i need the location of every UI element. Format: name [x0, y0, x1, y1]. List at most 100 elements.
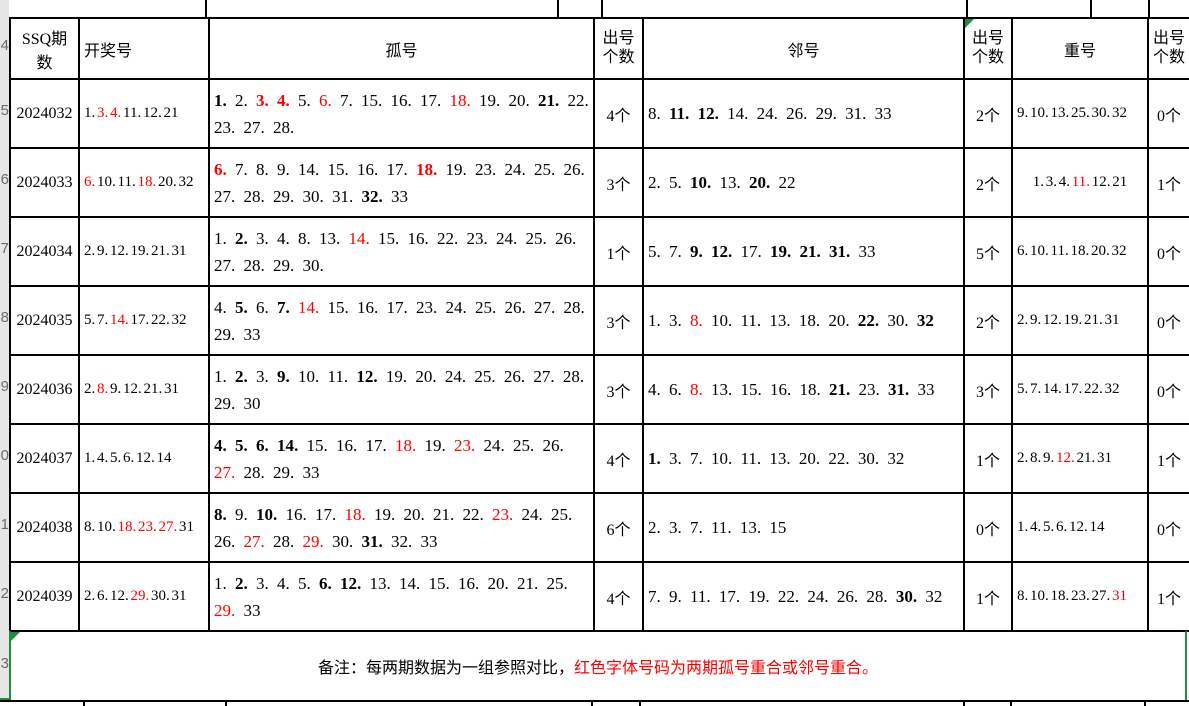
- cell-chonghao[interactable]: 1. 3. 4. 11. 12. 21: [1011, 147, 1149, 218]
- cell-linhao[interactable]: 4. 6. 8. 13. 15. 16. 18. 21. 23. 31. 33: [642, 354, 965, 425]
- header-guhao[interactable]: 孤号: [208, 17, 595, 80]
- header-chuhao-count-2[interactable]: 出号个数: [963, 17, 1013, 80]
- row-header[interactable]: 0: [0, 447, 9, 464]
- comment-marker-triangle: [966, 20, 974, 28]
- cell-draw-numbers[interactable]: 2. 8. 9. 12. 21. 31: [78, 354, 210, 425]
- cell-guhao[interactable]: 8. 9. 10. 16. 17. 18. 19. 20. 21. 22. 23…: [208, 492, 595, 563]
- row-header-gutter: 4 5 6 7 8 9 0 1 2 3: [0, 0, 9, 706]
- cell-linhao[interactable]: 2. 3. 7. 11. 13. 15: [642, 492, 965, 563]
- cell-chonghao[interactable]: 5. 7. 14. 17. 22. 32: [1011, 354, 1149, 425]
- grid-line: [1010, 702, 1012, 706]
- cell-linhao-count[interactable]: 5个: [963, 216, 1013, 287]
- cell-period[interactable]: 2024032: [9, 78, 80, 149]
- cell-chonghao-count[interactable]: 0个: [1147, 78, 1189, 149]
- cell-draw-numbers[interactable]: 8. 10. 18. 23. 27. 31: [78, 492, 210, 563]
- cell-linhao-count[interactable]: 2个: [963, 147, 1013, 218]
- cell-period[interactable]: 2024038: [9, 492, 80, 563]
- cell-chonghao-count[interactable]: 0个: [1147, 354, 1189, 425]
- cell-draw-numbers[interactable]: 1. 3. 4. 11. 12. 21: [78, 78, 210, 149]
- cell-linhao-count[interactable]: 0个: [963, 492, 1013, 563]
- note-row[interactable]: 备注：每两期数据为一组参照对比， 红色字体号码为两期孤号重合或邻号重合。: [9, 630, 1187, 702]
- row-header[interactable]: 9: [0, 378, 9, 395]
- row-header[interactable]: 5: [0, 102, 9, 119]
- header-period[interactable]: SSQ期数: [9, 17, 80, 80]
- cell-chonghao-count[interactable]: 1个: [1147, 561, 1189, 632]
- cell-draw-numbers[interactable]: 5. 7. 14. 17. 22. 32: [78, 285, 210, 356]
- cell-draw-numbers[interactable]: 1. 4. 5. 6. 12. 14: [78, 423, 210, 494]
- grid-line: [1090, 0, 1092, 17]
- table-row: 2024032 1. 3. 4. 11. 12. 21 1. 2. 3. 4. …: [9, 78, 1189, 149]
- cell-guhao[interactable]: 1. 2. 3. 4. 5. 6. 12. 13. 14. 15. 16. 20…: [208, 561, 595, 632]
- cell-period[interactable]: 2024036: [9, 354, 80, 425]
- cell-chonghao[interactable]: 1. 4. 5. 6. 12. 14: [1011, 492, 1149, 563]
- row-header[interactable]: 1: [0, 516, 9, 533]
- note-text-red: 红色字体号码为两期孤号重合或邻号重合。: [574, 660, 879, 677]
- grid-line: [205, 0, 207, 17]
- cell-linhao-count[interactable]: 2个: [963, 78, 1013, 149]
- cell-chonghao[interactable]: 6. 10. 11. 18. 20. 32: [1011, 216, 1149, 287]
- header-chonghao[interactable]: 重号: [1011, 17, 1149, 80]
- cell-period[interactable]: 2024034: [9, 216, 80, 287]
- cell-chonghao-count[interactable]: 0个: [1147, 216, 1189, 287]
- cell-chonghao[interactable]: 9. 10. 13. 25. 30. 32: [1011, 78, 1149, 149]
- grid-line: [601, 0, 603, 17]
- cell-period[interactable]: 2024039: [9, 561, 80, 632]
- cell-linhao[interactable]: 8. 11. 12. 14. 24. 26. 29. 31. 33: [642, 78, 965, 149]
- header-draw-numbers[interactable]: 开奖号: [78, 17, 210, 80]
- cell-guhao[interactable]: 4. 5. 6. 7. 14. 15. 16. 17. 23. 24. 25. …: [208, 285, 595, 356]
- grid-line: [1148, 0, 1150, 17]
- cell-linhao-count[interactable]: 1个: [963, 561, 1013, 632]
- table-row: 2024037 1. 4. 5. 6. 12. 14 4. 5. 6. 14. …: [9, 423, 1189, 494]
- header-chuhao-count-3[interactable]: 出号个数: [1147, 17, 1189, 80]
- table-row: 2024033 6. 10. 11. 18. 20. 32 6. 7. 8. 9…: [9, 147, 1189, 218]
- cell-linhao-count[interactable]: 3个: [963, 354, 1013, 425]
- header-chuhao-count-2-label: 出号个数: [971, 30, 1004, 66]
- cell-guhao[interactable]: 4. 5. 6. 14. 15. 16. 17. 18. 19. 23. 24.…: [208, 423, 595, 494]
- cell-guhao[interactable]: 1. 2. 3. 9. 10. 11. 12. 19. 20. 24. 25. …: [208, 354, 595, 425]
- cell-linhao[interactable]: 1. 3. 7. 10. 11. 13. 20. 22. 30. 32: [642, 423, 965, 494]
- cell-linhao-count[interactable]: 1个: [963, 423, 1013, 494]
- row-header[interactable]: 2: [0, 585, 9, 602]
- cell-guhao-count[interactable]: 3个: [593, 285, 644, 356]
- cell-linhao-count[interactable]: 2个: [963, 285, 1013, 356]
- partial-row-bottom: [0, 700, 1189, 706]
- row-header[interactable]: 3: [0, 655, 9, 672]
- note-text-black: 备注：每两期数据为一组参照对比，: [317, 660, 574, 677]
- cell-draw-numbers[interactable]: 2. 6. 12. 29. 30. 31: [78, 561, 210, 632]
- cell-chonghao[interactable]: 2. 9. 12. 19. 21. 31: [1011, 285, 1149, 356]
- cell-chonghao-count[interactable]: 1个: [1147, 147, 1189, 218]
- cell-linhao[interactable]: 7. 9. 11. 17. 19. 22. 24. 26. 28. 30. 32: [642, 561, 965, 632]
- cell-draw-numbers[interactable]: 2. 9. 12. 19. 21. 31: [78, 216, 210, 287]
- cell-chonghao[interactable]: 8. 10. 18. 23. 27. 31: [1011, 561, 1149, 632]
- cell-chonghao[interactable]: 2. 8. 9. 12. 21. 31: [1011, 423, 1149, 494]
- cell-linhao[interactable]: 5. 7. 9. 12. 17. 19. 21. 31. 33: [642, 216, 965, 287]
- row-header[interactable]: 6: [0, 171, 9, 188]
- cell-guhao-count[interactable]: 3个: [593, 354, 644, 425]
- header-linhao[interactable]: 邻号: [642, 17, 965, 80]
- cell-guhao-count[interactable]: 1个: [593, 216, 644, 287]
- cell-guhao[interactable]: 6. 7. 8. 9. 14. 15. 16. 17. 18. 19. 23. …: [208, 147, 595, 218]
- cell-chonghao-count[interactable]: 1个: [1147, 423, 1189, 494]
- cell-chonghao-count[interactable]: 0个: [1147, 285, 1189, 356]
- cell-guhao-count[interactable]: 4个: [593, 561, 644, 632]
- row-header[interactable]: 8: [0, 309, 9, 326]
- row-header[interactable]: 7: [0, 240, 9, 257]
- cell-linhao[interactable]: 1. 3. 8. 10. 11. 13. 18. 20. 22. 30. 32: [642, 285, 965, 356]
- cell-guhao-count[interactable]: 4个: [593, 423, 644, 494]
- cell-guhao[interactable]: 1. 2. 3. 4. 8. 13. 14. 15. 16. 22. 23. 2…: [208, 216, 595, 287]
- cell-draw-numbers[interactable]: 6. 10. 11. 18. 20. 32: [78, 147, 210, 218]
- cell-period[interactable]: 2024035: [9, 285, 80, 356]
- lottery-table: SSQ期数 开奖号 孤号 出号个数 邻号 出号个数 重号 出号个数 202403…: [9, 17, 1189, 632]
- cell-guhao[interactable]: 1. 2. 3. 4. 5. 6. 7. 15. 16. 17. 18. 19.…: [208, 78, 595, 149]
- cell-linhao[interactable]: 2. 5. 10. 13. 20. 22: [642, 147, 965, 218]
- cell-period[interactable]: 2024033: [9, 147, 80, 218]
- cell-guhao-count[interactable]: 4个: [593, 78, 644, 149]
- cell-guhao-count[interactable]: 6个: [593, 492, 644, 563]
- cell-chonghao-count[interactable]: 0个: [1147, 492, 1189, 563]
- row-header[interactable]: 4: [0, 37, 9, 54]
- cell-period[interactable]: 2024037: [9, 423, 80, 494]
- header-row: SSQ期数 开奖号 孤号 出号个数 邻号 出号个数 重号 出号个数: [9, 17, 1189, 80]
- header-chuhao-count-1[interactable]: 出号个数: [593, 17, 644, 80]
- cell-guhao-count[interactable]: 3个: [593, 147, 644, 218]
